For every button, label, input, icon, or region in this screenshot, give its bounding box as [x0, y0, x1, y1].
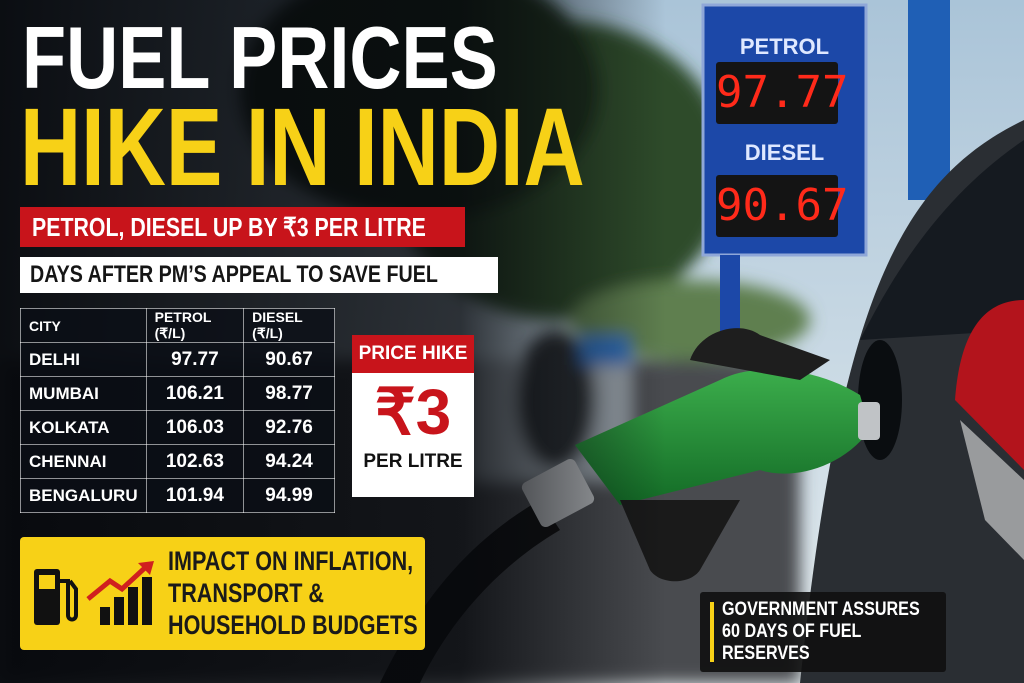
- table-row: CHENNAI 102.63 94.24: [20, 444, 335, 479]
- note-line: 60 DAYS OF FUEL: [722, 621, 862, 642]
- note-text: GOVERNMENT ASSURES 60 DAYS OF FUEL RESER…: [722, 599, 955, 665]
- city-cell: BENGALURU: [20, 478, 147, 513]
- price-cell: 92.76: [243, 410, 335, 445]
- title-text: HIKE IN INDIA: [20, 86, 585, 209]
- table-row: KOLKATA 106.03 92.76: [20, 410, 335, 445]
- table-body: DELHI 97.77 90.67 MUMBAI 106.21 98.77 KOLKATA 1…: [20, 342, 335, 513]
- impact-line: TRANSPORT &: [168, 578, 324, 608]
- table-head: CITY PETROL (₹/L) DIESEL (₹/L): [20, 308, 335, 343]
- header-row: CITY PETROL (₹/L) DIESEL (₹/L): [20, 308, 335, 343]
- sign-diesel-label: DIESEL: [744, 140, 825, 165]
- price-cell: 106.03: [145, 410, 245, 445]
- table-row: DELHI 97.77 90.67: [20, 342, 335, 377]
- sign-diesel-price: 90.67: [716, 175, 848, 237]
- impact-line: HOUSEHOLD BUDGETS: [168, 610, 418, 640]
- title-line-1: FUEL PRICES: [22, 14, 602, 102]
- hike-amount: ₹3: [374, 376, 452, 448]
- tagline: DAYS AFTER PM’S APPEAL TO SAVE FUEL: [30, 261, 438, 288]
- tagline-banner: DAYS AFTER PM’S APPEAL TO SAVE FUEL: [20, 257, 498, 293]
- price-cell: 94.99: [243, 478, 335, 513]
- price-cell: 106.21: [145, 376, 245, 411]
- table-row: BENGALURU 101.94 94.99: [20, 478, 335, 513]
- table-row: MUMBAI 106.21 98.77: [20, 376, 335, 411]
- column-header: DIESEL (₹/L): [243, 308, 335, 343]
- note-line: RESERVES: [722, 643, 810, 664]
- subtitle: PETROL, DIESEL UP BY ₹3 PER LITRE: [32, 212, 426, 242]
- column-header: PETROL (₹/L): [145, 308, 245, 343]
- price-hike-box: PRICE HIKE ₹3 PER LITRE: [352, 335, 474, 497]
- price-cell: 94.24: [243, 444, 335, 479]
- price-cell: 97.77: [145, 342, 245, 377]
- price-cell: 101.94: [145, 478, 245, 513]
- impact-text: IMPACT ON INFLATION, TRANSPORT & HOUSEHO…: [168, 545, 480, 641]
- impact-box: IMPACT ON INFLATION, TRANSPORT & HOUSEHO…: [20, 537, 425, 650]
- sign-petrol-label: PETROL: [739, 34, 830, 59]
- price-cell: 98.77: [243, 376, 335, 411]
- note-box: GOVERNMENT ASSURES 60 DAYS OF FUEL RESER…: [700, 592, 946, 672]
- title-text: FUEL PRICES: [22, 8, 498, 107]
- hike-unit: PER LITRE: [363, 451, 463, 472]
- city-cell: MUMBAI: [20, 376, 147, 411]
- price-table: CITY PETROL (₹/L) DIESEL (₹/L) DELHI 97.77 9…: [20, 308, 335, 513]
- impact-line: IMPACT ON INFLATION,: [168, 546, 414, 576]
- column-header: CITY: [20, 308, 147, 343]
- title-line-2: HIKE IN INDIA: [20, 86, 753, 209]
- city-cell: CHENNAI: [20, 444, 147, 479]
- note-line: GOVERNMENT ASSURES: [722, 599, 920, 620]
- impact-icons: [34, 561, 154, 625]
- subtitle-banner: PETROL, DIESEL UP BY ₹3 PER LITRE: [20, 207, 465, 247]
- sign-petrol-price: 97.77: [716, 62, 848, 124]
- hike-label: PRICE HIKE: [352, 335, 474, 373]
- city-cell: KOLKATA: [20, 410, 147, 445]
- city-cell: DELHI: [20, 342, 147, 377]
- price-cell: 90.67: [243, 342, 335, 377]
- price-cell: 102.63: [145, 444, 245, 479]
- note-accent: [710, 602, 714, 662]
